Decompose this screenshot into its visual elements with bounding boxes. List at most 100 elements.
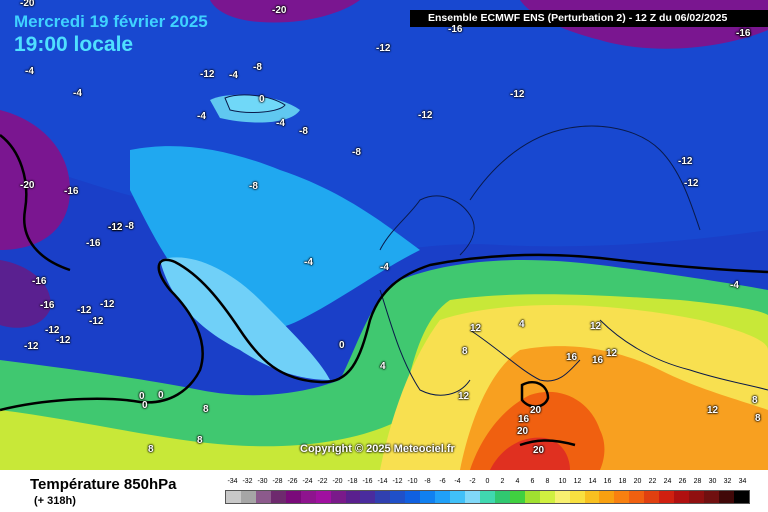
isotherm-label: 8 bbox=[755, 413, 761, 424]
color-scale-tick-label: -34 bbox=[227, 478, 238, 485]
color-scale-tick-label: -30 bbox=[257, 478, 268, 485]
isotherm-label: -4 bbox=[276, 118, 285, 129]
isotherm-label: -12 bbox=[200, 69, 215, 80]
coastlines bbox=[224, 94, 768, 396]
isotherm-label: -8 bbox=[125, 221, 134, 232]
isotherm-label: 20 bbox=[533, 445, 545, 456]
color-scale-tick-label: -28 bbox=[272, 478, 283, 485]
isotherm-label: 0 bbox=[139, 391, 145, 402]
isotherm-label: 12 bbox=[458, 391, 470, 402]
color-scale-swatch bbox=[509, 491, 525, 503]
color-scale-swatch bbox=[375, 491, 391, 503]
color-scale-tick-label: 10 bbox=[558, 478, 567, 485]
color-scale-swatch bbox=[689, 491, 704, 503]
isotherm-label: 12 bbox=[606, 348, 618, 359]
color-scale-swatch bbox=[465, 491, 480, 503]
isotherm-label: -16 bbox=[40, 300, 55, 311]
color-scale-tick-label: -10 bbox=[407, 478, 418, 485]
color-scale-swatch bbox=[584, 491, 600, 503]
isotherm-label: 8 bbox=[462, 346, 468, 357]
color-scale-swatch bbox=[599, 491, 615, 503]
color-scale-tick-label: 2 bbox=[500, 478, 505, 485]
color-scale-legend: -34 -32 -30 -28 -26 -24 -22 -20 -18 -16 -14 -12 -10-… bbox=[225, 478, 750, 506]
cold-pool-west bbox=[0, 110, 70, 250]
color-scale-tick-label: -24 bbox=[302, 478, 313, 485]
color-scale-tick-label: 0 bbox=[485, 478, 490, 485]
color-scale-tick-label: -14 bbox=[377, 478, 388, 485]
isotherm-label: 12 bbox=[470, 323, 482, 334]
color-scale-swatch bbox=[450, 491, 465, 503]
hot-core-inner bbox=[490, 437, 570, 470]
isotherm-label: 16 bbox=[518, 414, 530, 425]
color-scale-swatch bbox=[674, 491, 690, 503]
isotherm-label: 0 bbox=[339, 340, 345, 351]
isotherm-label: 12 bbox=[707, 405, 719, 416]
color-scale-tick-label: 8 bbox=[545, 478, 550, 485]
isotherm-label: -16 bbox=[736, 28, 751, 39]
isotherm-label: -16 bbox=[64, 186, 79, 197]
map-canvas bbox=[0, 0, 768, 470]
color-scale-tick-label: 18 bbox=[618, 478, 627, 485]
isotherm-label: -16 bbox=[448, 24, 463, 35]
isotherm-label: -16 bbox=[32, 276, 47, 287]
hot-core bbox=[470, 391, 605, 470]
isotherm-label: -20 bbox=[20, 0, 35, 9]
isotherm-label: -12 bbox=[56, 335, 71, 346]
isotherm-label: -4 bbox=[304, 257, 313, 268]
isotherm-label: -12 bbox=[418, 110, 433, 121]
isotherm-label: -20 bbox=[20, 180, 35, 191]
color-scale-tick-label: 22 bbox=[648, 478, 657, 485]
color-scale-swatch bbox=[240, 491, 256, 503]
color-scale-tick-label: 14 bbox=[588, 478, 597, 485]
cold-pool-southwest bbox=[0, 260, 51, 328]
color-scale-swatch bbox=[435, 491, 451, 503]
isotherm-label: 8 bbox=[197, 435, 203, 446]
color-scale-swatch bbox=[226, 491, 241, 503]
color-scale-swatch bbox=[330, 491, 346, 503]
isotherm-label: -8 bbox=[299, 126, 308, 137]
isotherm-label: -8 bbox=[249, 181, 258, 192]
color-scale-swatch bbox=[614, 491, 630, 503]
isotherm-label: -8 bbox=[253, 62, 262, 73]
color-scale-tick-label: 32 bbox=[723, 478, 732, 485]
isotherm-label: -12 bbox=[108, 222, 123, 233]
isotherm-label: 12 bbox=[590, 321, 602, 332]
isotherm-label: -16 bbox=[736, 28, 751, 39]
forecast-date: Mercredi 19 février 2025 bbox=[14, 12, 208, 31]
color-scale-tick-label: 28 bbox=[693, 478, 702, 485]
color-scale-swatch bbox=[644, 491, 660, 503]
copyright-notice: Copyright © 2025 Meteociel.fr bbox=[300, 443, 455, 455]
color-scale-swatch bbox=[315, 491, 331, 503]
color-scale-tick-label: -18 bbox=[347, 478, 358, 485]
color-scale-tick-label: -8 bbox=[424, 478, 431, 485]
color-scale-swatch bbox=[554, 491, 570, 503]
isotherm-label: 16 bbox=[592, 355, 604, 366]
color-scale-tick-label: 6 bbox=[530, 478, 535, 485]
isotherm-label: -4 bbox=[730, 280, 739, 291]
color-scale-tick-label: 16 bbox=[603, 478, 612, 485]
color-scale-swatch bbox=[270, 491, 286, 503]
isotherm-label: 20 bbox=[517, 426, 529, 437]
isotherm-label: -4 bbox=[197, 111, 206, 122]
color-scale-swatch bbox=[479, 491, 495, 503]
isotherm-label: -12 bbox=[376, 43, 391, 54]
isotherm-label: -12 bbox=[45, 325, 60, 336]
color-scale-tick-label: 34 bbox=[738, 478, 747, 485]
color-scale-bar bbox=[225, 490, 750, 504]
color-scale-swatch bbox=[659, 491, 675, 503]
color-scale-swatch bbox=[718, 491, 734, 503]
isotherm-label: 8 bbox=[752, 395, 758, 406]
color-scale-tick-label: -4 bbox=[454, 478, 461, 485]
isotherm-label: -4 bbox=[380, 262, 389, 273]
isotherm-label: -16 bbox=[86, 238, 101, 249]
color-scale-tick-label: 12 bbox=[573, 478, 582, 485]
isotherm-label: -4 bbox=[229, 70, 238, 81]
isotherm-label: -12 bbox=[684, 178, 699, 189]
isotherm-label: -12 bbox=[77, 305, 92, 316]
color-scale-swatch bbox=[345, 491, 361, 503]
color-scale-swatch bbox=[285, 491, 301, 503]
isotherm-label: -8 bbox=[352, 147, 361, 158]
forecast-time: 19:00 locale bbox=[14, 33, 134, 56]
color-scale-ticks: -34 -32 -30 -28 -26 -24 -22 -20 -18 -16 -14 -12 -10-… bbox=[225, 478, 750, 489]
color-scale-swatch bbox=[360, 491, 376, 503]
